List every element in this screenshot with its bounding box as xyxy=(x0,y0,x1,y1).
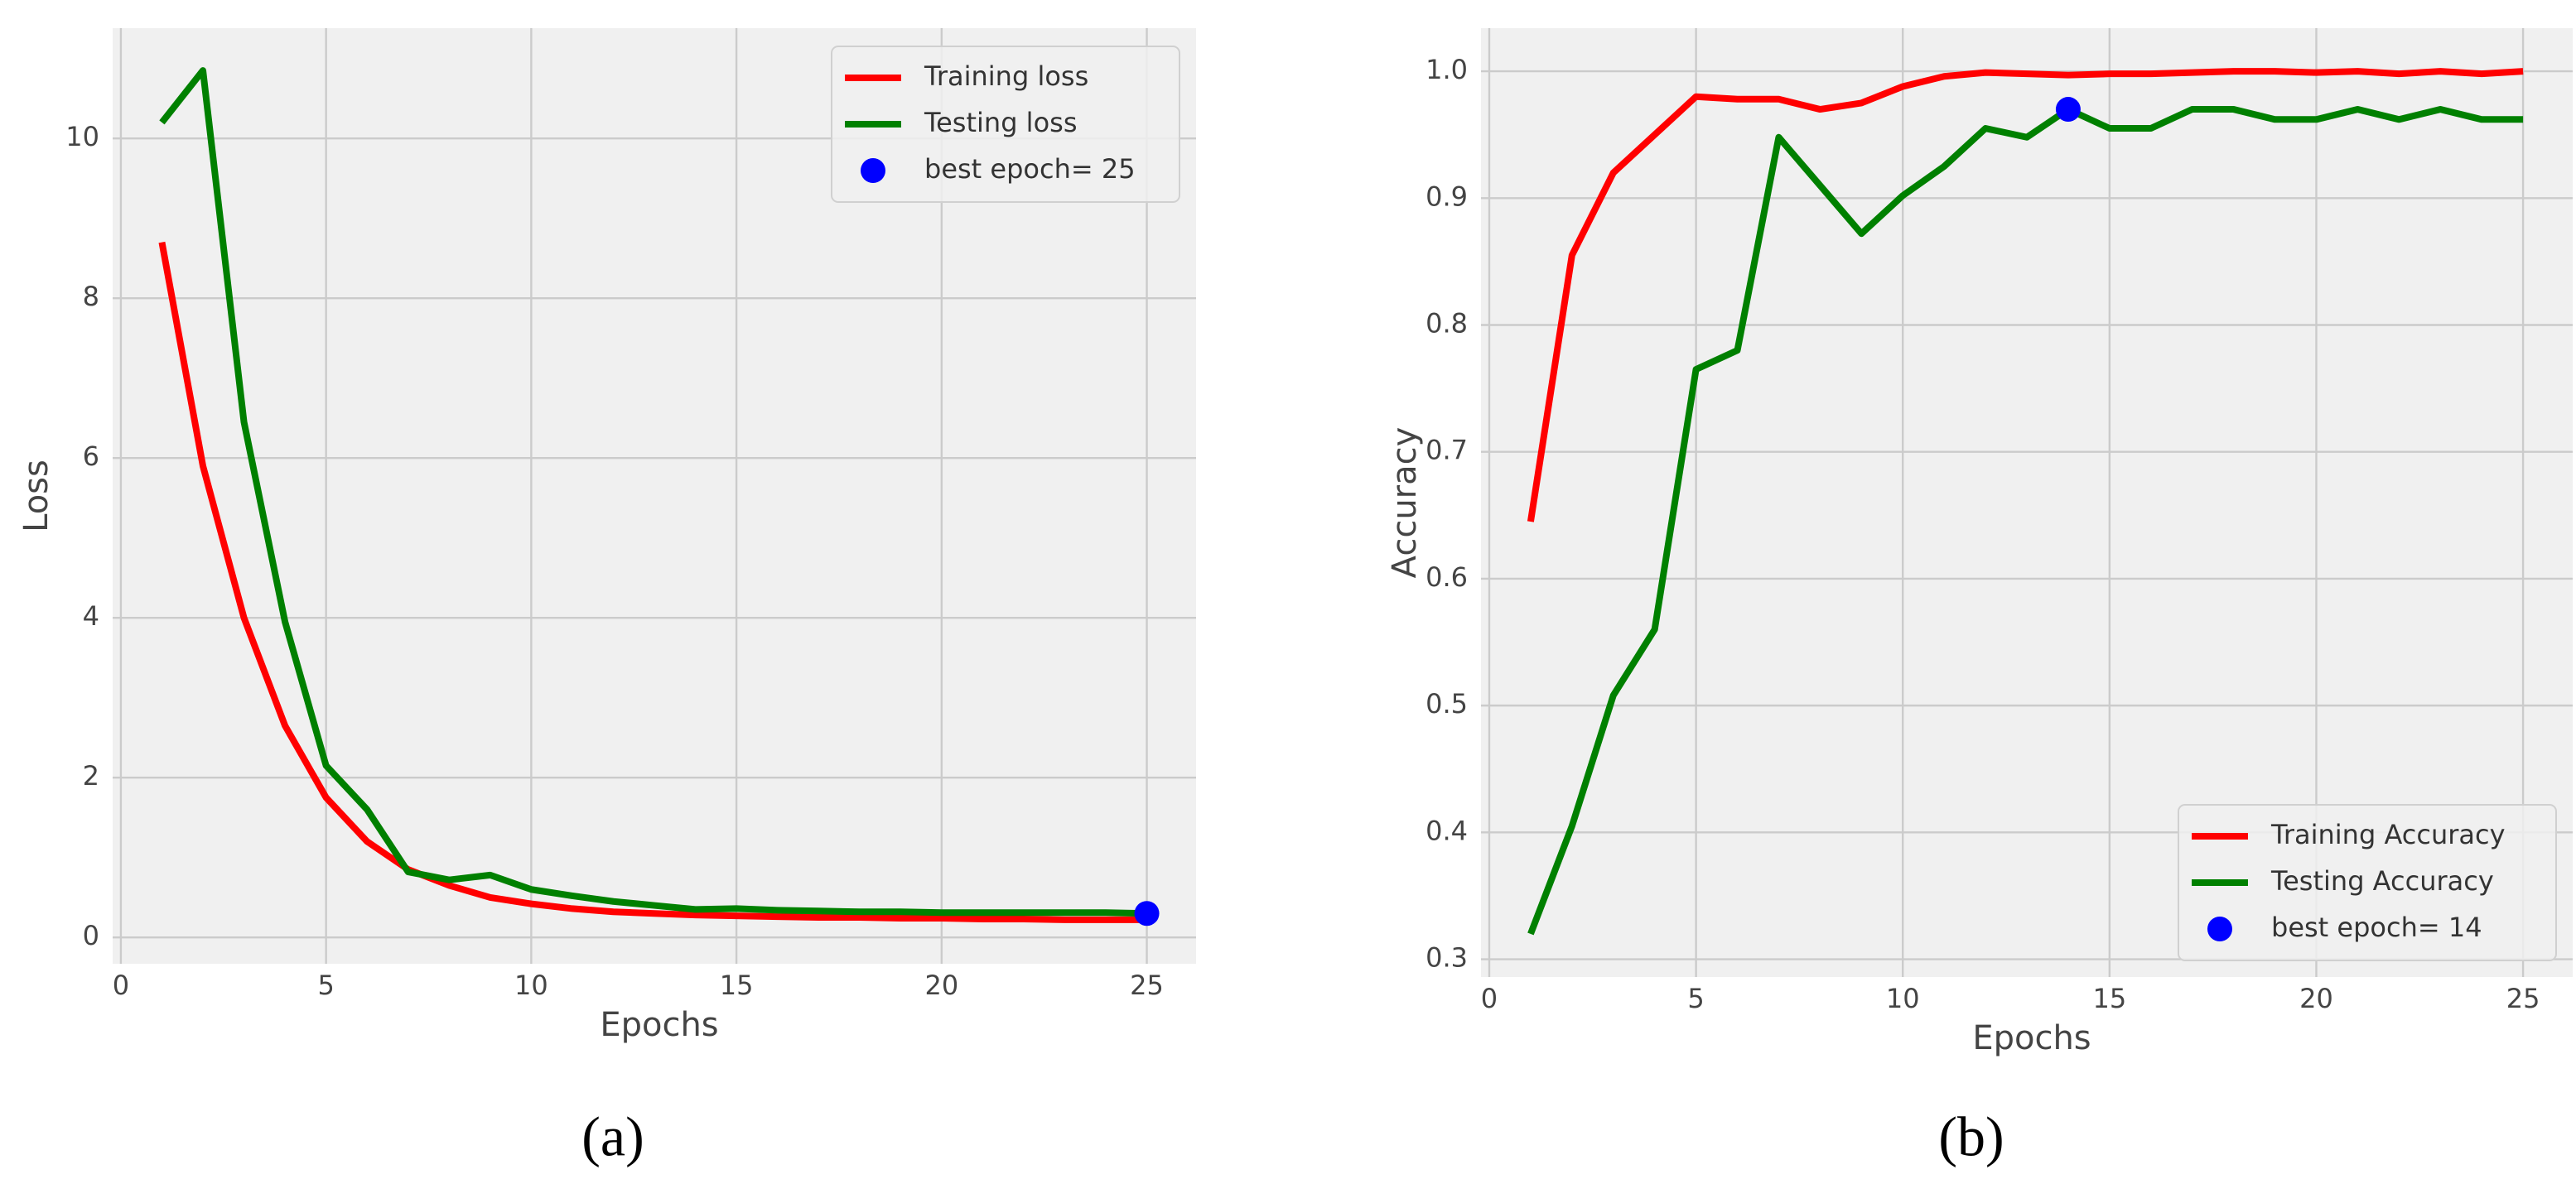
x-tick-label: 5 xyxy=(317,970,334,1001)
x-tick-label: 25 xyxy=(1130,970,1164,1001)
y-tick-label: 0.3 xyxy=(1425,942,1468,974)
data-line xyxy=(158,241,1147,923)
y-axis-label: Loss xyxy=(17,460,55,532)
x-axis-label: Epochs xyxy=(1972,1019,2091,1057)
best-point xyxy=(1134,901,1160,927)
legend-label: best epoch= 25 xyxy=(924,153,1136,185)
legend-label: Testing Accuracy xyxy=(2270,865,2494,897)
y-tick-label: 0.9 xyxy=(1425,180,1468,212)
panel-caption: (a) xyxy=(581,1105,644,1168)
y-tick-label: 0.8 xyxy=(1425,308,1468,339)
x-axis-label: Epochs xyxy=(600,1006,718,1044)
y-tick-label: 4 xyxy=(83,600,99,632)
y-tick-label: 0.7 xyxy=(1425,435,1468,466)
x-tick-label: 15 xyxy=(2092,983,2126,1014)
data-line xyxy=(159,67,1147,917)
y-axis-label: Accuracy xyxy=(1386,427,1424,579)
legend-label: best epoch= 14 xyxy=(2271,912,2482,943)
x-tick-label: 20 xyxy=(924,970,958,1001)
panel-caption: (b) xyxy=(1938,1105,2004,1168)
legend-box xyxy=(2178,804,2557,961)
x-tick-label: 25 xyxy=(2506,983,2540,1014)
data-line xyxy=(1527,68,2524,522)
y-tick-label: 8 xyxy=(83,281,99,312)
best-point xyxy=(2055,97,2081,123)
data-line xyxy=(1527,106,2524,936)
y-tick-label: 10 xyxy=(65,121,99,152)
x-tick-label: 20 xyxy=(2299,983,2333,1014)
y-tick-label: 0.5 xyxy=(1425,688,1468,720)
x-tick-label: 5 xyxy=(1687,983,1704,1014)
legend-swatch xyxy=(861,158,885,183)
y-tick-label: 2 xyxy=(83,760,99,792)
y-tick-label: 0.4 xyxy=(1425,815,1468,846)
y-tick-label: 6 xyxy=(83,440,99,472)
x-tick-label: 10 xyxy=(1886,983,1920,1014)
y-tick-label: 1.0 xyxy=(1425,54,1468,85)
x-tick-label: 10 xyxy=(514,970,548,1001)
x-tick-label: 0 xyxy=(113,970,129,1001)
legend-swatch xyxy=(2207,917,2232,941)
x-tick-label: 15 xyxy=(720,970,754,1001)
legend-label: Testing loss xyxy=(924,107,1077,138)
legend-label: Training Accuracy xyxy=(2270,819,2506,850)
y-tick-label: 0 xyxy=(83,920,99,951)
legend-label: Training loss xyxy=(924,60,1088,92)
x-tick-label: 0 xyxy=(1481,983,1498,1014)
y-tick-label: 0.6 xyxy=(1425,561,1468,593)
legend-box xyxy=(831,46,1180,203)
